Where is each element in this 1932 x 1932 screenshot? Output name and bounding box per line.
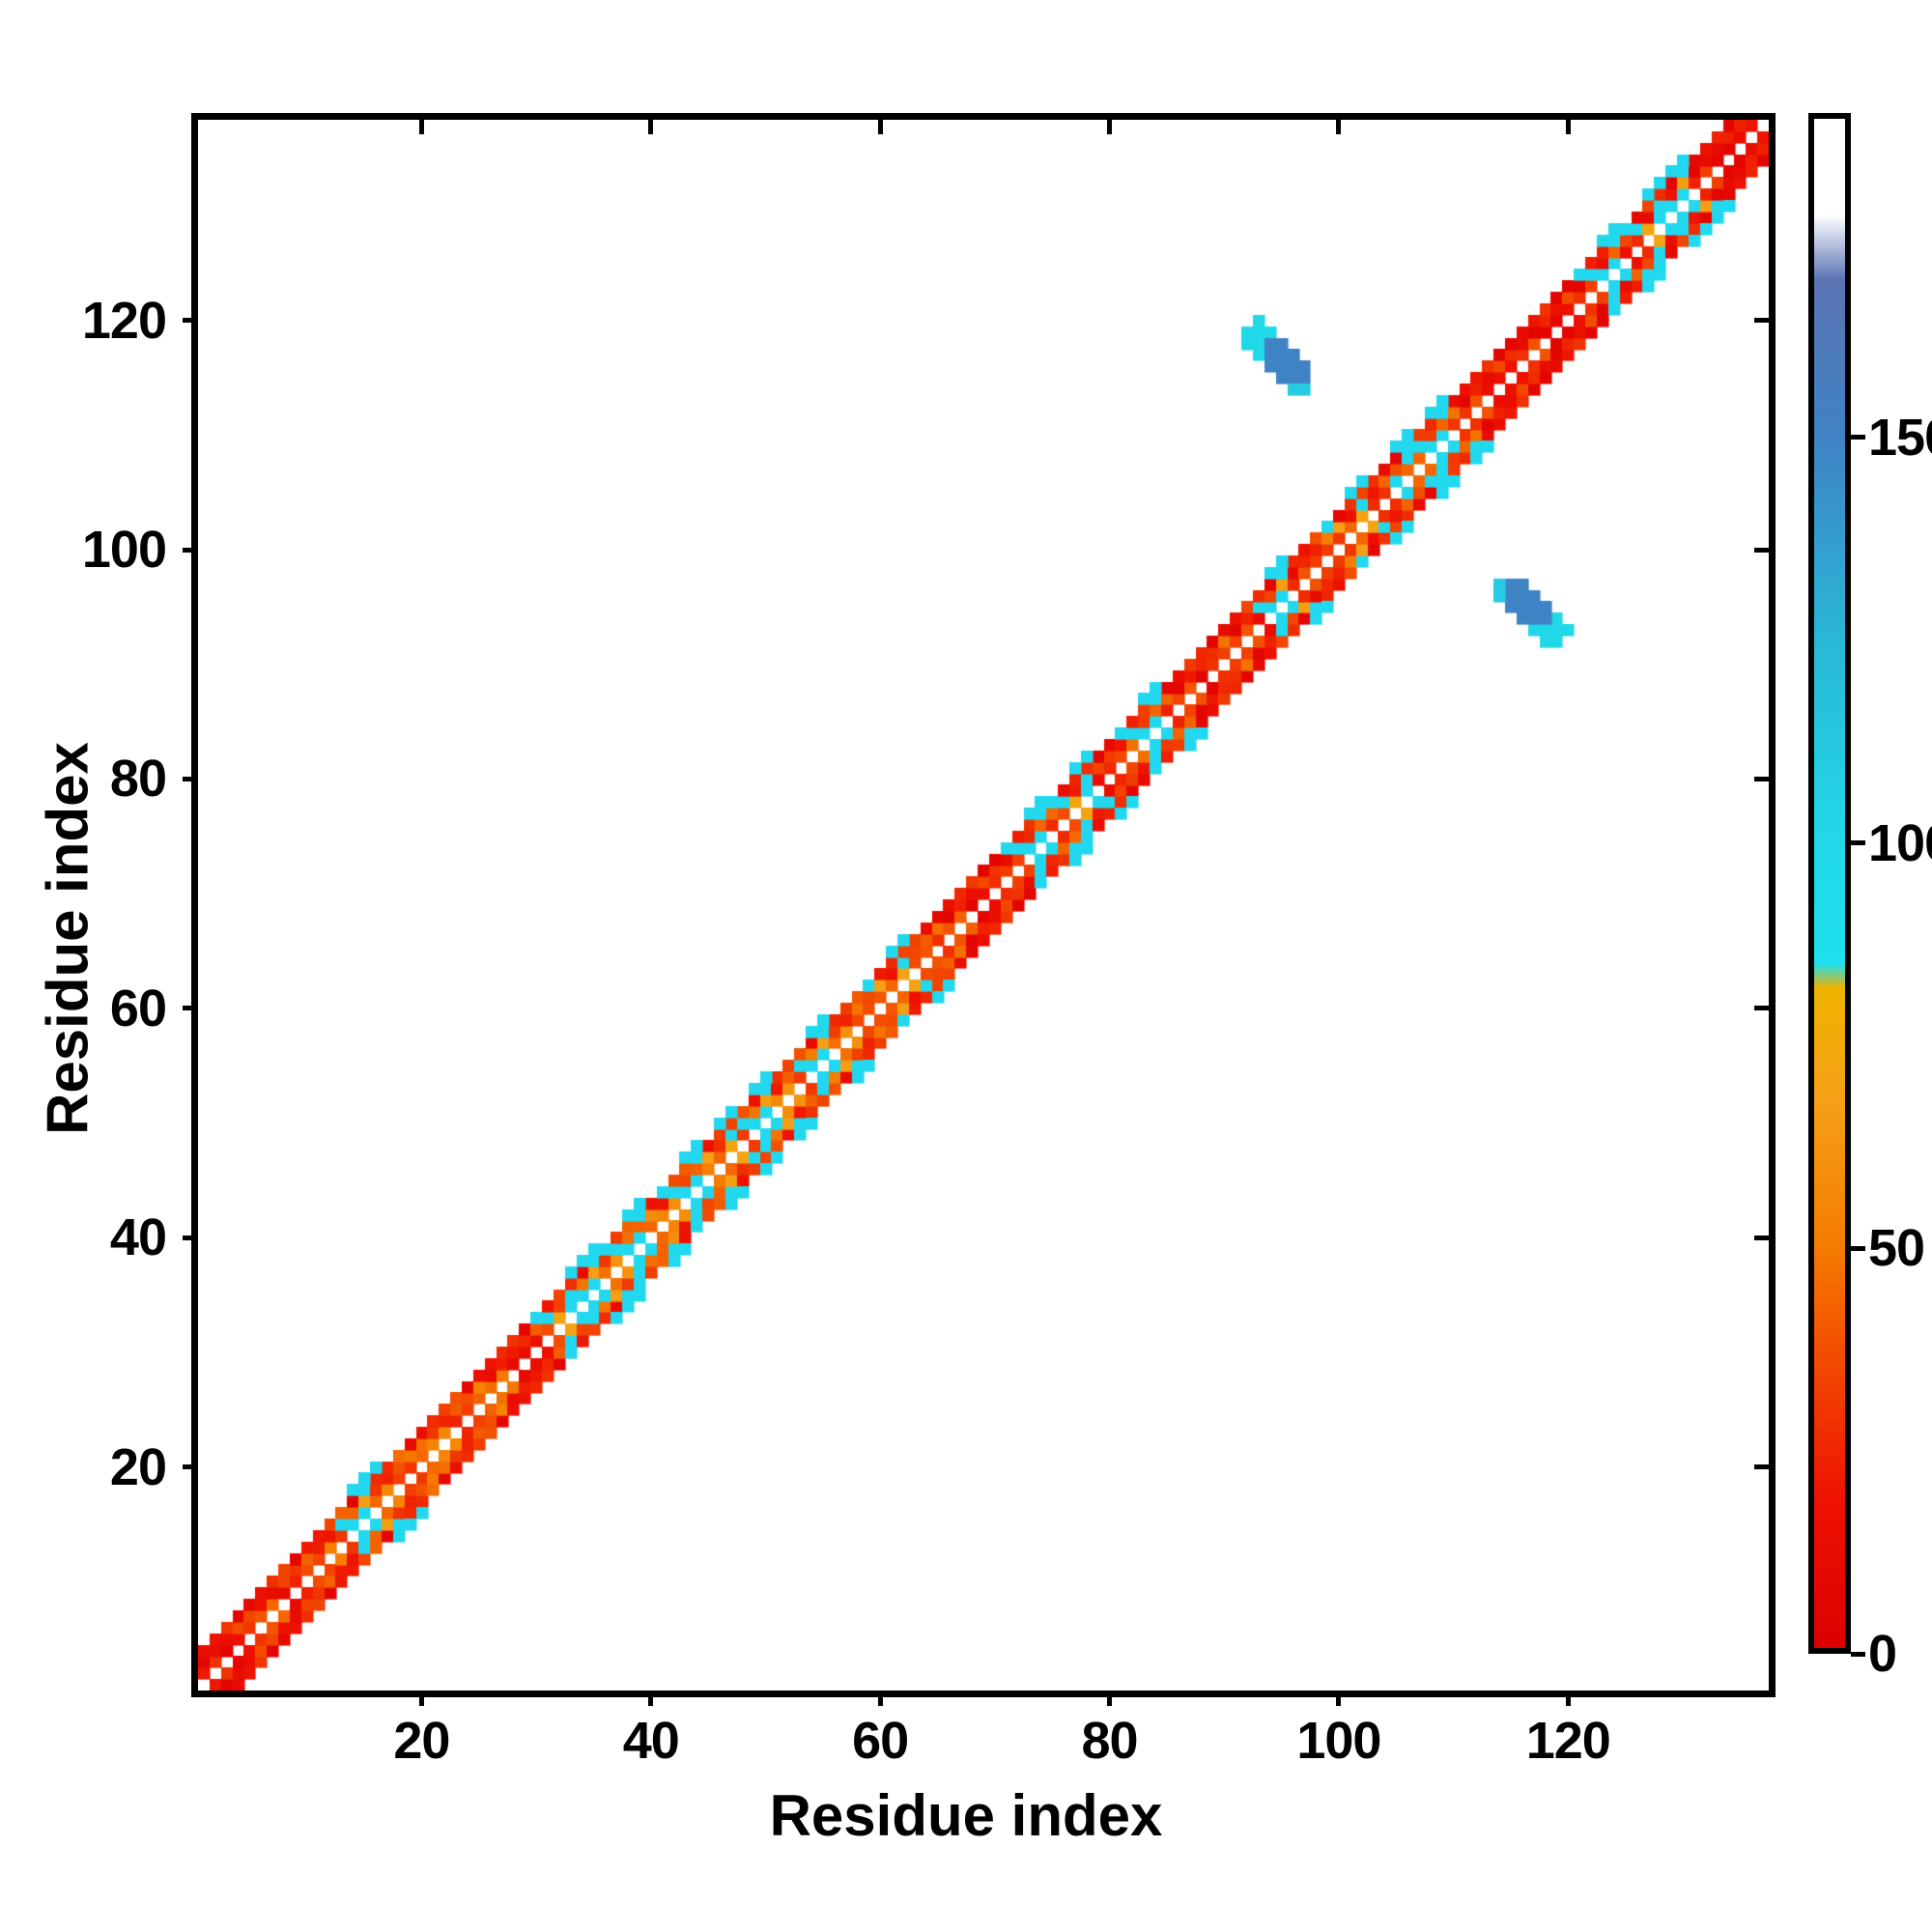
x-tick-label-20: 20 xyxy=(393,1712,450,1770)
x-tick-100 xyxy=(1336,1690,1342,1706)
x-tick-top-100 xyxy=(1336,120,1342,134)
y-tick-right-100 xyxy=(1754,547,1769,553)
x-tick-top-80 xyxy=(1107,120,1113,134)
y-tick-right-120 xyxy=(1754,318,1769,324)
y-tick-right-40 xyxy=(1754,1235,1769,1240)
x-tick-60 xyxy=(877,1690,883,1706)
x-tick-top-60 xyxy=(877,120,883,134)
y-tick-40 xyxy=(183,1235,198,1240)
y-tick-right-60 xyxy=(1754,1006,1769,1011)
colorbar-tick-50 xyxy=(1851,1245,1865,1251)
colorbar-tick-100 xyxy=(1851,840,1865,846)
x-tick-top-120 xyxy=(1565,120,1571,134)
colorbar-tick-label-50: 50 xyxy=(1868,1219,1925,1278)
x-tick-top-20 xyxy=(418,120,424,134)
colorbar-strip xyxy=(1808,113,1851,1654)
contact-map-plot-area xyxy=(191,113,1776,1697)
y-tick-right-20 xyxy=(1754,1464,1769,1470)
y-tick-label-40: 40 xyxy=(109,1208,167,1267)
colorbar-tick-label-100: 100 xyxy=(1868,813,1932,872)
x-tick-40 xyxy=(648,1690,654,1706)
x-tick-label-100: 100 xyxy=(1296,1712,1381,1770)
y-tick-label-80: 80 xyxy=(109,750,167,809)
colorbar-tick-150 xyxy=(1851,435,1865,440)
x-tick-120 xyxy=(1565,1690,1571,1706)
y-tick-20 xyxy=(183,1464,198,1470)
colorbar-tick-label-0: 0 xyxy=(1868,1625,1897,1683)
contact-map-heatmap xyxy=(198,120,1769,1690)
y-tick-100 xyxy=(183,547,198,553)
colorbar-gradient xyxy=(1814,119,1845,1648)
colorbar-tick-0 xyxy=(1851,1651,1865,1657)
x-tick-label-80: 80 xyxy=(1081,1712,1139,1770)
x-tick-label-120: 120 xyxy=(1525,1712,1611,1770)
colorbar: 0 50 100 150 xyxy=(1808,113,1932,1683)
y-tick-label-60: 60 xyxy=(109,979,167,1037)
x-tick-label-60: 60 xyxy=(852,1712,909,1770)
y-tick-60 xyxy=(183,1006,198,1011)
x-tick-80 xyxy=(1107,1690,1113,1706)
y-tick-label-20: 20 xyxy=(109,1437,167,1496)
y-tick-label-100: 100 xyxy=(81,521,167,580)
y-axis-label: Residue index xyxy=(35,742,100,1135)
colorbar-tick-label-150: 150 xyxy=(1868,408,1932,467)
x-tick-top-40 xyxy=(648,120,654,134)
y-tick-80 xyxy=(183,776,198,781)
y-tick-right-80 xyxy=(1754,776,1769,781)
x-tick-20 xyxy=(418,1690,424,1706)
y-tick-120 xyxy=(183,318,198,324)
y-tick-label-120: 120 xyxy=(81,291,167,350)
x-tick-label-40: 40 xyxy=(622,1712,680,1770)
x-axis-label: Residue index xyxy=(769,1783,1163,1848)
